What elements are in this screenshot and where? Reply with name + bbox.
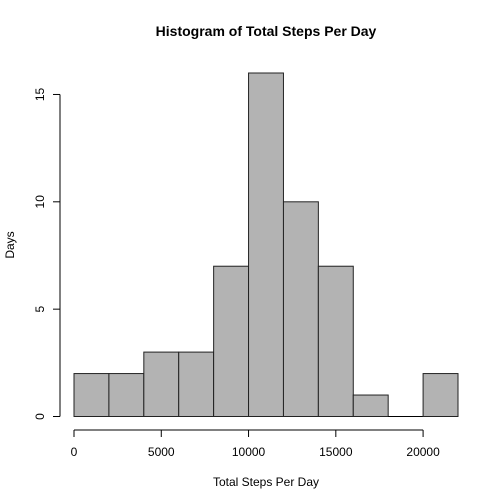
histogram-bar [248,72,284,417]
histogram-bar [178,351,215,417]
x-tick-label: 15000 [319,445,353,459]
histogram-bar [143,351,180,417]
y-tick-label: 5 [33,306,47,313]
y-tick-label: 0 [33,413,47,420]
x-tick-label: 20000 [406,445,440,459]
histogram-bar [282,201,319,417]
y-tick-label: 10 [33,195,47,209]
histogram-bar [422,373,459,417]
x-axis-label: Total Steps Per Day [213,475,319,489]
histogram-bar [108,373,145,417]
y-tick-label: 15 [33,87,47,101]
x-tick-label: 10000 [232,445,266,459]
chart-title: Histogram of Total Steps Per Day [156,23,377,39]
y-axis: 0 5 10 15 [33,87,61,420]
y-axis-label: Days [3,231,17,258]
histogram-bar [213,265,250,417]
bars-group [73,72,459,417]
x-axis: 0 5000 10000 15000 20000 [71,429,440,459]
histogram-bar [317,265,354,417]
x-tick-label: 5000 [148,445,175,459]
x-tick-label: 0 [71,445,78,459]
histogram-bar [352,394,389,417]
histogram-bar [73,373,110,417]
